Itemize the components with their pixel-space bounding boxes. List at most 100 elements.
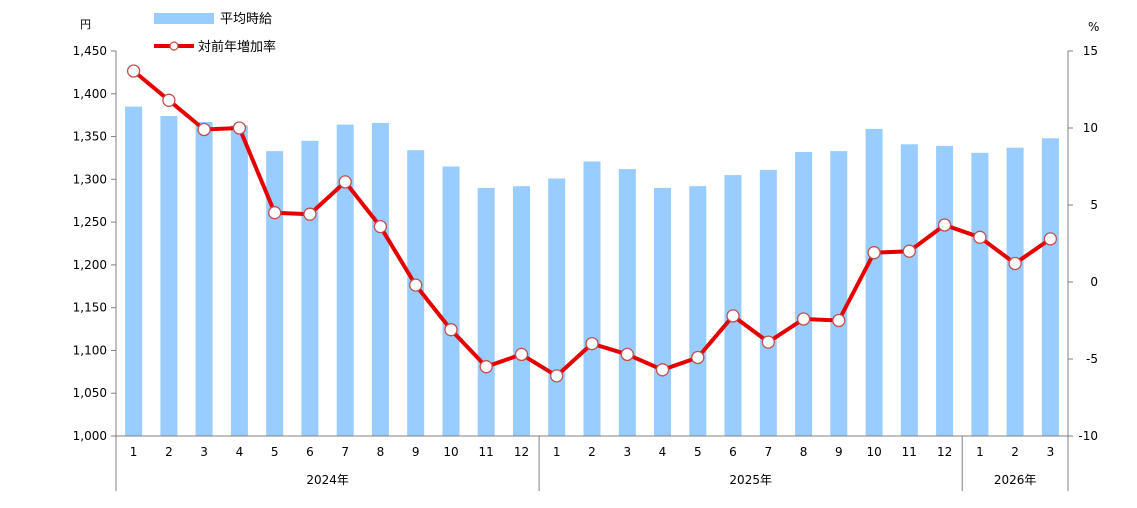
x-tick-label: 10 bbox=[443, 445, 458, 459]
x-tick-label: 9 bbox=[835, 445, 843, 459]
plot-area: 1,000 1,050 1,100 1,150 1,200 1,250 1,300 1,350… bbox=[73, 44, 1098, 491]
x-tick-label: 4 bbox=[659, 445, 667, 459]
bar bbox=[513, 186, 530, 436]
x-tick-label: 2 bbox=[165, 445, 173, 459]
right-tick-label: 15 bbox=[1083, 44, 1098, 58]
x-tick-label: 5 bbox=[694, 445, 702, 459]
x-tick-label: 11 bbox=[902, 445, 917, 459]
legend: 平均時給 対前年増加率 bbox=[154, 12, 276, 55]
growth-rate-point bbox=[1008, 256, 1022, 271]
right-tick-label: -10 bbox=[1078, 429, 1098, 443]
bar bbox=[195, 122, 213, 436]
growth-rate-point bbox=[796, 312, 811, 326]
growth-rate-point bbox=[126, 64, 141, 78]
bar bbox=[548, 178, 566, 436]
x-tick-label: 7 bbox=[341, 445, 349, 459]
bar bbox=[301, 140, 319, 437]
right-tick-label: -5 bbox=[1086, 352, 1098, 366]
left-axis-unit: 円 bbox=[80, 18, 91, 31]
growth-rate-point bbox=[1043, 232, 1058, 246]
bar bbox=[724, 175, 742, 436]
growth-rate-point bbox=[162, 93, 176, 107]
growth-rate-point bbox=[550, 369, 564, 383]
bar bbox=[865, 128, 883, 436]
x-tick-label: 2 bbox=[588, 445, 596, 459]
bar bbox=[160, 116, 178, 436]
left-tick-label: 1,350 bbox=[73, 130, 107, 144]
x-tick-label: 3 bbox=[1047, 445, 1055, 459]
x-tick-label: 3 bbox=[623, 445, 631, 459]
x-tick-label: 6 bbox=[306, 445, 314, 459]
x-tick-label: 11 bbox=[479, 445, 494, 459]
growth-rate-point bbox=[479, 360, 493, 374]
bar bbox=[618, 169, 636, 436]
year-label: 2025年 bbox=[729, 473, 772, 487]
right-tick-label: 10 bbox=[1083, 121, 1098, 135]
x-tick-label: 8 bbox=[377, 445, 385, 459]
x-tick-label: 7 bbox=[764, 445, 772, 459]
right-axis-unit: % bbox=[1088, 20, 1099, 34]
bar bbox=[936, 146, 954, 436]
x-tick-label: 2 bbox=[1011, 445, 1019, 459]
growth-rate-point bbox=[585, 336, 599, 351]
x-tick-label: 8 bbox=[800, 445, 808, 459]
year-label: 2026年 bbox=[994, 473, 1037, 487]
growth-rate-point bbox=[373, 219, 388, 234]
left-tick-label: 1,400 bbox=[73, 87, 107, 101]
right-tick-label: 5 bbox=[1090, 198, 1098, 212]
growth-rate-point bbox=[726, 309, 740, 323]
bar bbox=[654, 187, 671, 436]
bar bbox=[1006, 147, 1024, 436]
left-tick-label: 1,300 bbox=[73, 172, 107, 186]
x-tick-label: 1 bbox=[976, 445, 984, 459]
growth-rate-point bbox=[620, 347, 634, 362]
left-tick-label: 1,000 bbox=[73, 429, 107, 443]
x-tick-label: 4 bbox=[236, 445, 244, 459]
left-tick-label: 1,150 bbox=[73, 301, 107, 315]
growth-rate-point bbox=[514, 347, 529, 362]
bar bbox=[442, 166, 460, 436]
x-tick-label: 1 bbox=[130, 445, 138, 459]
growth-rate-point bbox=[832, 313, 846, 328]
legend-bar-label: 平均時給 bbox=[220, 12, 272, 27]
growth-rate-point bbox=[691, 350, 705, 365]
x-tick-label: 12 bbox=[937, 445, 952, 459]
bar bbox=[1041, 138, 1059, 437]
left-tick-label: 1,050 bbox=[73, 386, 107, 400]
growth-rate-point bbox=[197, 122, 211, 137]
left-tick-label: 1,250 bbox=[73, 215, 107, 229]
bar bbox=[230, 125, 248, 437]
bar bbox=[266, 151, 284, 436]
left-tick-label: 1,200 bbox=[73, 258, 107, 272]
bar bbox=[125, 106, 143, 436]
bar bbox=[900, 144, 918, 437]
growth-rate-point bbox=[303, 207, 317, 221]
bar bbox=[759, 169, 777, 436]
right-tick-label: 0 bbox=[1090, 275, 1098, 289]
growth-rate-point bbox=[655, 363, 670, 377]
legend-bar-swatch bbox=[154, 13, 214, 24]
legend-line-label: 対前年増加率 bbox=[198, 39, 276, 55]
x-tick-label: 3 bbox=[200, 445, 208, 459]
growth-rate-point bbox=[232, 121, 247, 135]
bar bbox=[830, 151, 848, 436]
year-label: 2024年 bbox=[306, 473, 349, 487]
growth-rate-point bbox=[902, 244, 916, 258]
growth-rate-point bbox=[761, 335, 775, 349]
x-tick-label: 5 bbox=[271, 445, 279, 459]
left-tick-label: 1,450 bbox=[73, 44, 107, 58]
legend-line-marker bbox=[169, 41, 179, 51]
bar bbox=[795, 152, 813, 436]
bar bbox=[689, 186, 707, 436]
growth-rate-point bbox=[937, 218, 952, 232]
growth-rate-point bbox=[268, 206, 282, 220]
growth-rate-point bbox=[409, 278, 423, 292]
bar bbox=[477, 187, 495, 436]
x-tick-label: 6 bbox=[729, 445, 737, 459]
growth-rate-point bbox=[973, 230, 987, 244]
bar bbox=[336, 124, 354, 436]
bar bbox=[583, 161, 601, 436]
x-tick-label: 1 bbox=[553, 445, 561, 459]
x-tick-label: 12 bbox=[514, 445, 529, 459]
